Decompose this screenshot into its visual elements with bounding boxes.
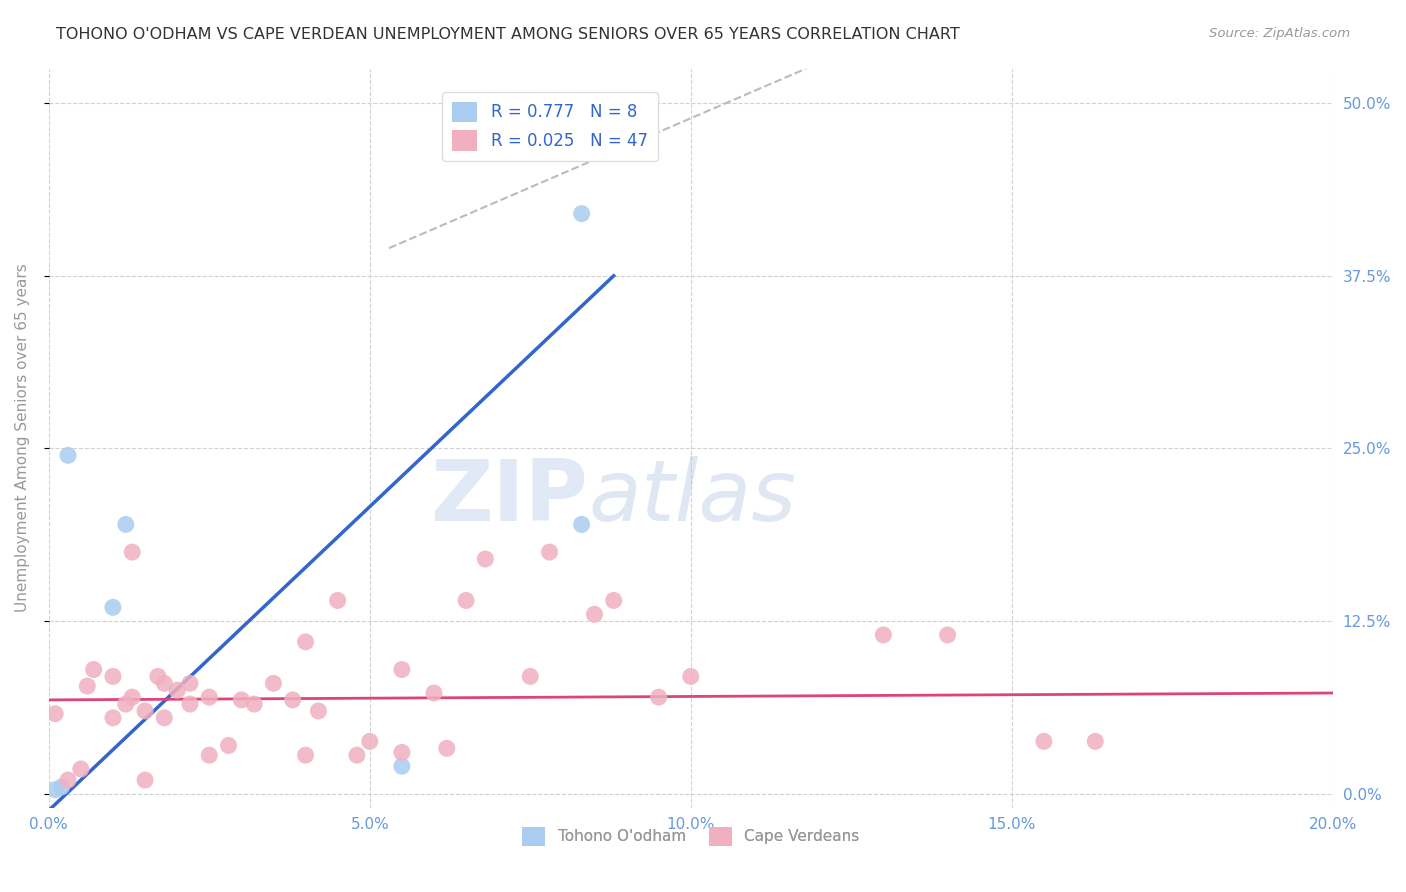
Point [153,711,176,725]
Point [454,593,477,607]
Point [436,741,458,756]
Point [51,780,73,794]
Point [679,669,702,683]
Point [70,762,93,776]
Point [101,600,124,615]
Point [218,739,240,753]
Point [538,545,561,559]
Point [391,746,413,760]
Point [243,697,266,711]
Point [391,663,413,677]
Text: Source: ZipAtlas.com: Source: ZipAtlas.com [1209,27,1350,40]
Text: TOHONO O'ODHAM VS CAPE VERDEAN UNEMPLOYMENT AMONG SENIORS OVER 65 YEARS CORRELAT: TOHONO O'ODHAM VS CAPE VERDEAN UNEMPLOYM… [56,27,960,42]
Point [114,697,136,711]
Point [198,748,221,763]
Point [571,206,593,220]
Point [519,669,541,683]
Text: ZIP: ZIP [430,456,588,539]
Point [153,676,176,690]
Point [936,628,959,642]
Legend: Tohono O'odham, Cape Verdeans: Tohono O'odham, Cape Verdeans [516,821,865,852]
Point [603,593,626,607]
Point [307,704,329,718]
Point [114,517,136,532]
Point [346,748,368,763]
Point [423,686,446,700]
Point [281,693,304,707]
Point [44,782,66,797]
Point [1032,734,1054,748]
Point [121,545,143,559]
Point [146,669,169,683]
Point [359,734,381,748]
Y-axis label: Unemployment Among Seniors over 65 years: Unemployment Among Seniors over 65 years [15,264,30,613]
Point [294,748,316,763]
Point [56,772,79,787]
Point [647,690,669,705]
Point [1084,734,1107,748]
Point [101,669,124,683]
Point [872,628,894,642]
Point [76,679,98,693]
Point [179,697,201,711]
Text: atlas: atlas [588,456,796,539]
Point [166,683,188,698]
Point [474,552,496,566]
Point [231,693,253,707]
Point [294,635,316,649]
Point [56,449,79,463]
Point [571,517,593,532]
Point [101,711,124,725]
Point [391,759,413,773]
Point [326,593,349,607]
Point [121,690,143,705]
Point [134,704,156,718]
Point [262,676,284,690]
Point [134,772,156,787]
Point [198,690,221,705]
Point [583,607,606,622]
Point [44,706,66,721]
Point [179,676,201,690]
Point [83,663,105,677]
